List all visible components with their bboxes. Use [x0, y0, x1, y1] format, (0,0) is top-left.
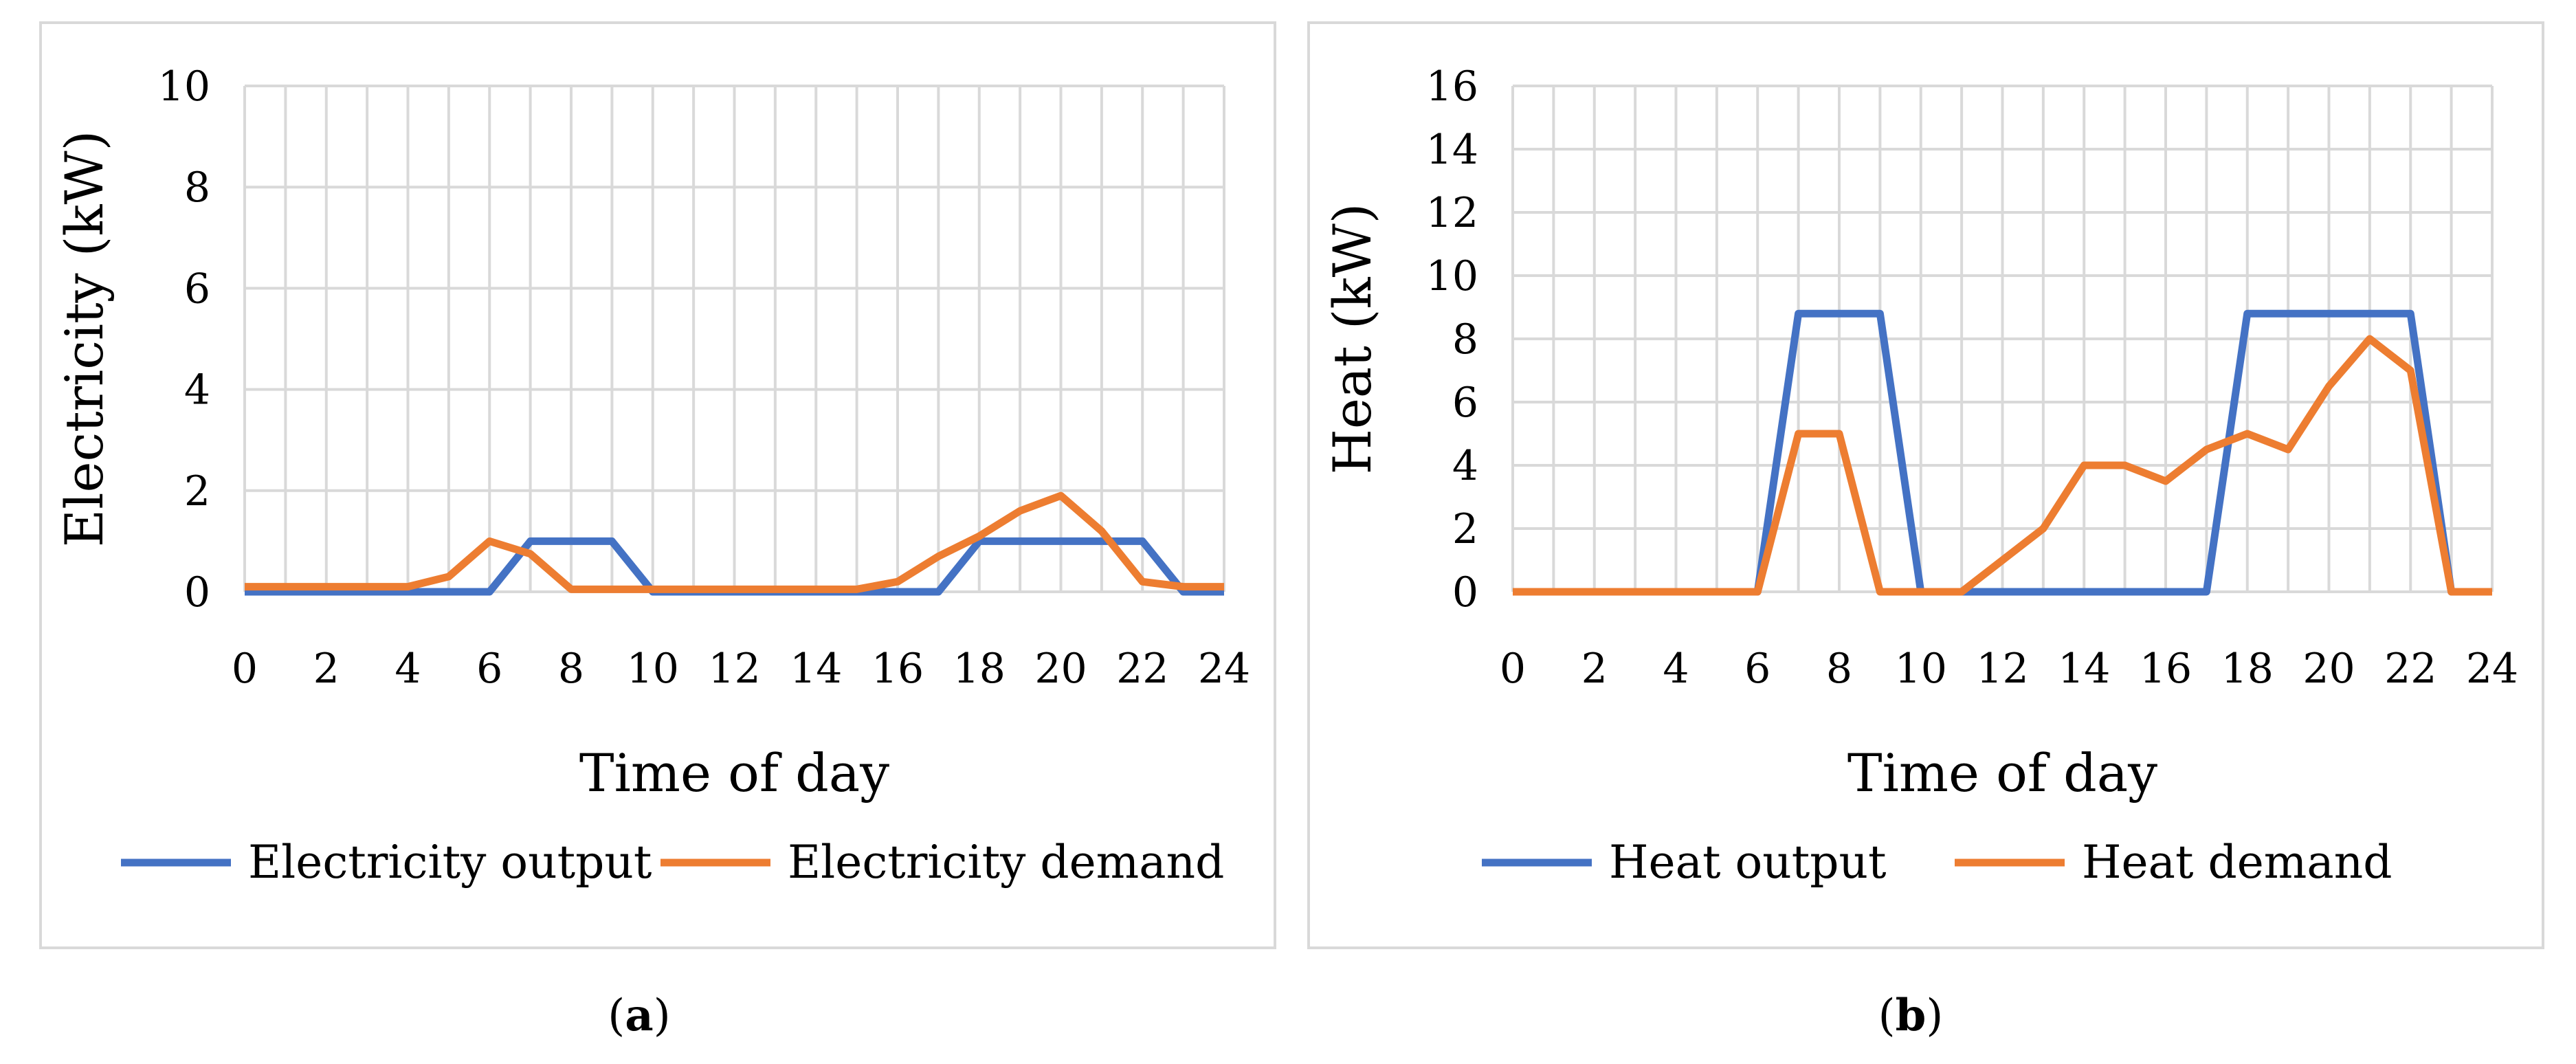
x-tick-label: 0 [232, 645, 258, 693]
y-tick-label: 4 [184, 366, 210, 414]
x-tick-label: 24 [1198, 645, 1250, 693]
y-tick-label: 10 [1426, 252, 1478, 300]
chart-panel-a: 0 2 4 6 8 10 0 2 4 6 8 10 12 14 16 18 20 22 24 Time of day E… [39, 21, 1276, 949]
y-axis-title: Heat (kW) [1322, 203, 1383, 475]
x-tick-label: 8 [1826, 645, 1852, 693]
x-tick-label: 20 [1034, 645, 1087, 693]
y-tick-label: 4 [1452, 442, 1478, 490]
x-axis-title: Time of day [579, 742, 889, 803]
y-tick-label: 2 [1452, 505, 1478, 553]
x-tick-label: 4 [395, 645, 421, 693]
y-tick-label: 14 [1426, 126, 1478, 174]
x-tick-label: 14 [790, 645, 842, 693]
x-tick-label: 4 [1663, 645, 1689, 693]
y-tick-label: 6 [184, 265, 210, 313]
y-tick-label: 8 [1452, 315, 1478, 364]
y-tick-label: 0 [1452, 568, 1478, 617]
x-tick-label: 10 [627, 645, 679, 693]
legend-label-heat-output: Heat output [1609, 836, 1887, 889]
y-tick-label: 16 [1426, 63, 1478, 111]
x-tick-label: 12 [1976, 645, 2028, 693]
y-tick-label: 6 [1452, 379, 1478, 427]
caption-b: (b) [1878, 990, 1944, 1041]
x-tick-label: 0 [1500, 645, 1526, 693]
x-tick-label: 6 [1744, 645, 1770, 693]
x-axis-title: Time of day [1847, 742, 2157, 803]
caption-a: (a) [608, 990, 671, 1041]
x-tick-label: 22 [1116, 645, 1168, 693]
x-tick-label: 24 [2466, 645, 2518, 693]
x-tick-label: 2 [313, 645, 340, 693]
x-tick-label: 16 [2140, 645, 2192, 693]
x-tick-label: 22 [2384, 645, 2436, 693]
y-tick-label: 12 [1426, 189, 1478, 237]
legend-label-electricity-output: Electricity output [248, 836, 652, 889]
x-tick-label: 14 [2058, 645, 2110, 693]
legend-label-electricity-demand: Electricity demand [788, 836, 1224, 889]
x-tick-label: 12 [708, 645, 760, 693]
x-tick-label: 16 [871, 645, 924, 693]
y-tick-label: 8 [184, 164, 210, 212]
series-line-electricity-demand [245, 491, 1224, 593]
chart-panel-b: 0 2 4 6 8 10 12 14 16 0 2 4 6 8 10 12 14 16 18 20 22 24 Time o… [1307, 21, 2544, 949]
x-tick-label: 8 [558, 645, 584, 693]
x-tick-label: 6 [476, 645, 502, 693]
x-tick-label: 18 [2221, 645, 2274, 693]
y-tick-label: 2 [184, 467, 210, 516]
x-tick-label: 18 [953, 645, 1006, 693]
y-tick-label: 10 [158, 63, 210, 111]
y-tick-label: 0 [184, 568, 210, 617]
y-axis-title: Electricity (kW) [54, 131, 115, 547]
legend-label-heat-demand: Heat demand [2082, 836, 2392, 889]
x-tick-label: 20 [2302, 645, 2355, 693]
x-tick-label: 2 [1581, 645, 1608, 693]
series-line-heat-demand [1513, 335, 2492, 596]
x-tick-label: 10 [1895, 645, 1947, 693]
